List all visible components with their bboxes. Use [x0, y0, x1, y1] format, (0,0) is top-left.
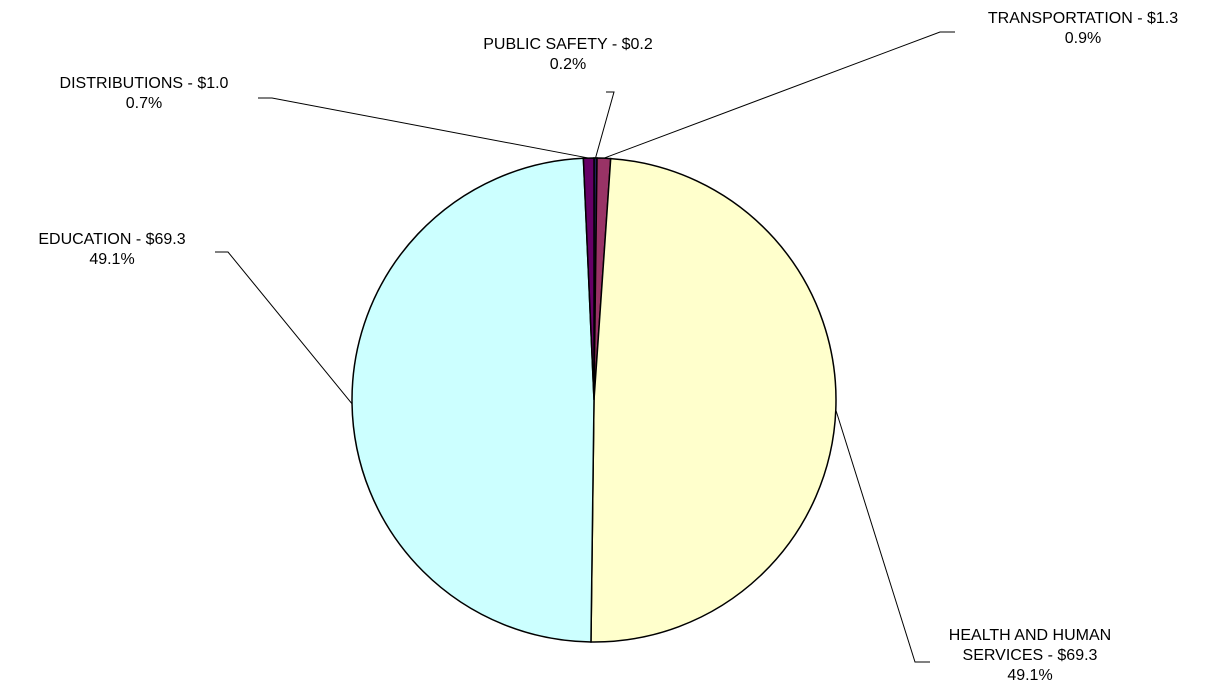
- value-label: 0.9%: [1064, 30, 1102, 47]
- category-label: EDUCATION - $69.3: [38, 231, 186, 248]
- value-label: 49.1%: [1007, 667, 1053, 684]
- slice-label: HEALTH AND HUMAN SERVICES - $69.3 49.1%: [930, 626, 1130, 686]
- slice-label: TRANSPORTATION - $1.3 0.9%: [953, 9, 1213, 49]
- leader-line: [258, 97, 589, 159]
- slice-label: DISTRIBUTIONS - $1.0 0.7%: [14, 74, 274, 114]
- value-label: 0.7%: [125, 95, 163, 112]
- leader-line: [215, 251, 353, 405]
- leader-line: [595, 91, 615, 159]
- category-label: PUBLIC SAFETY - $0.2: [483, 36, 653, 53]
- value-label: 0.2%: [549, 56, 587, 73]
- pie-slice: [590, 157, 837, 643]
- category-label: DISTRIBUTIONS - $1.0: [59, 75, 229, 92]
- value-label: 49.1%: [89, 251, 135, 268]
- slice-label: PUBLIC SAFETY - $0.2 0.2%: [458, 35, 678, 75]
- slice-label: EDUCATION - $69.3 49.1%: [2, 230, 222, 270]
- leader-line: [603, 31, 955, 159]
- pie-slice: [582, 157, 595, 401]
- chart: PUBLIC SAFETY - $0.2 0.2% TRANSPORTATION -…: [2, 9, 1213, 684]
- pie-slice: [351, 157, 595, 643]
- leader-line: [835, 409, 930, 663]
- pie-canvas: [215, 31, 955, 663]
- category-label: HEALTH AND HUMAN SERVICES - $69.3: [948, 627, 1112, 664]
- category-label: TRANSPORTATION - $1.3: [987, 10, 1179, 27]
